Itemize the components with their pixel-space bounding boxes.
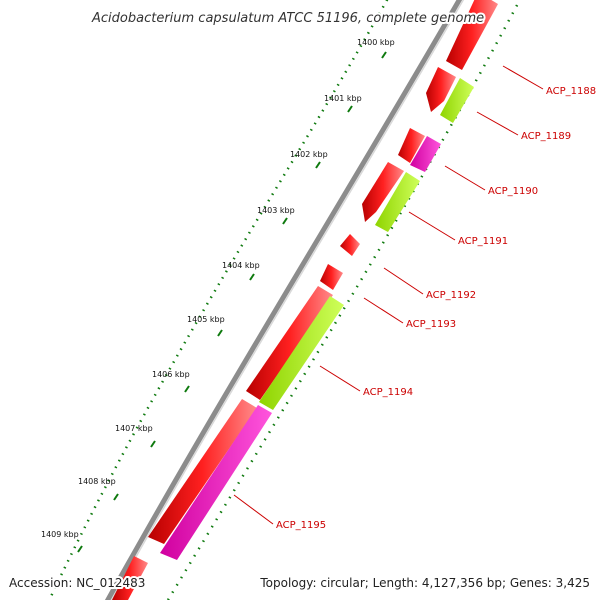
gene-label-acp1190[interactable]: ACP_1190 bbox=[488, 186, 538, 197]
gene-feature-acp1187[interactable] bbox=[426, 67, 456, 112]
gene-label-acp1193[interactable]: ACP_1193 bbox=[406, 319, 456, 330]
gene-feature-acp1195-red[interactable] bbox=[148, 399, 257, 544]
gene-feature-acp1188[interactable] bbox=[446, 0, 498, 70]
scale-tick-label: 1407 kbp bbox=[115, 424, 153, 433]
map-title-halo: Acidobacterium capsulatum ATCC 51196, co… bbox=[91, 11, 484, 26]
accession-text: Accession: NC_012483 bbox=[9, 576, 145, 590]
gene-label-acp1194[interactable]: ACP_1194 bbox=[363, 387, 413, 398]
genome-backbone-highlight bbox=[110, 0, 465, 600]
gene-feature-acp1194[interactable] bbox=[259, 296, 344, 410]
genome-summary-text: Topology: circular; Length: 4,127,356 bp… bbox=[259, 576, 590, 590]
gene-feature-acp1189[interactable] bbox=[440, 78, 474, 123]
scale-tick-label: 1409 kbp bbox=[41, 530, 79, 539]
gene-label-acp1189[interactable]: ACP_1189 bbox=[521, 131, 571, 142]
gene-feature-acp1195[interactable] bbox=[160, 405, 272, 560]
scale-tick-label: 1403 kbp bbox=[257, 206, 295, 215]
ruler-dotted-line bbox=[47, 0, 389, 600]
gene-feature-d[interactable] bbox=[112, 556, 148, 600]
scale-tick-label: 1408 kbp bbox=[78, 477, 116, 486]
gene-feature-acp1191[interactable] bbox=[375, 172, 420, 232]
scale-tick-label: 1406 kbp bbox=[152, 370, 190, 379]
gene-feature-acp1190[interactable] bbox=[410, 136, 441, 172]
gene-feature-b[interactable] bbox=[362, 162, 404, 222]
gene-leader-lines bbox=[233, 65, 544, 525]
genome-backbone bbox=[104, 0, 463, 600]
gene-feature-acp1193[interactable] bbox=[246, 286, 333, 400]
scale-tick-label: 1405 kbp bbox=[187, 315, 225, 324]
gene-feature-c[interactable] bbox=[340, 234, 360, 256]
gene-feature-acp1192[interactable] bbox=[320, 264, 343, 290]
scale-tick-label: 1400 kbp bbox=[357, 38, 395, 47]
scale-tick-label: 1401 kbp bbox=[324, 94, 362, 103]
gene-label-acp1188[interactable]: ACP_1188 bbox=[546, 86, 596, 97]
accession-text-halo: Accession: NC_012483 bbox=[9, 576, 145, 590]
gene-label-acp1195[interactable]: ACP_1195 bbox=[276, 520, 326, 531]
gene-label-acp1192[interactable]: ACP_1192 bbox=[426, 290, 476, 301]
map-title: Acidobacterium capsulatum ATCC 51196, co… bbox=[91, 11, 484, 26]
gene-feature-a[interactable] bbox=[398, 128, 425, 163]
gene-label-acp1191[interactable]: ACP_1191 bbox=[458, 236, 508, 247]
scale-tick-label: 1402 kbp bbox=[290, 150, 328, 159]
scale-ticks: 1400 kbp 1401 kbp 1402 kbp 1403 kbp 1404… bbox=[41, 38, 395, 553]
scale-tick-label: 1404 kbp bbox=[222, 261, 260, 270]
